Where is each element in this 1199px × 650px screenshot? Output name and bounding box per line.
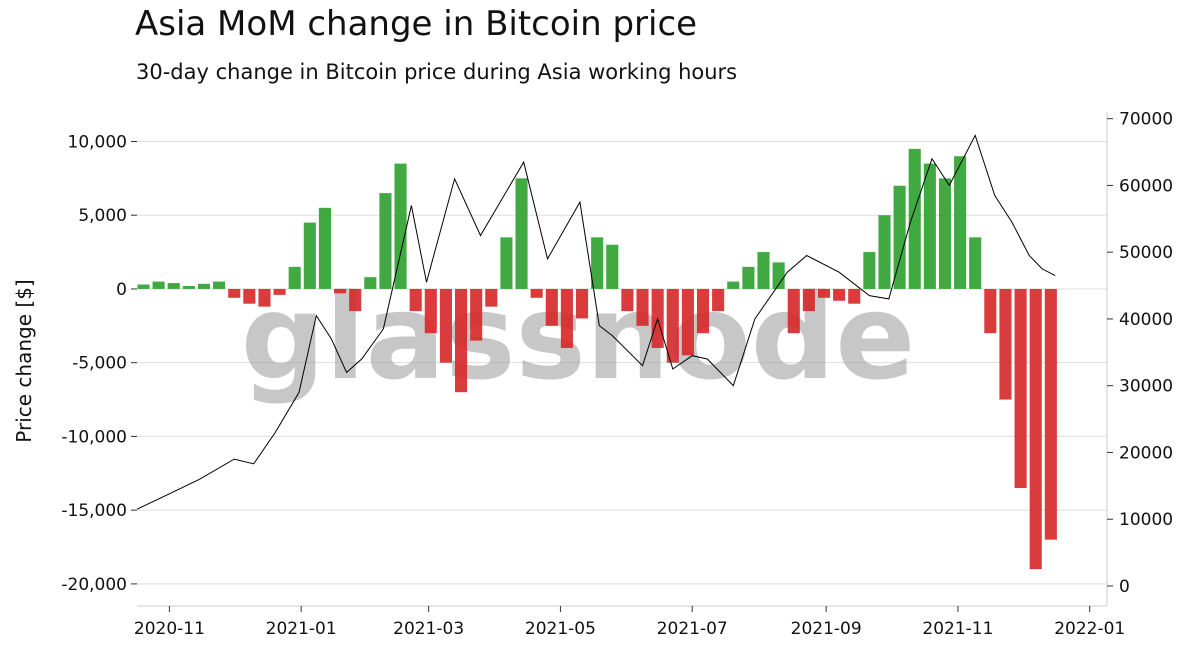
bar [243, 288, 256, 304]
right-tick-label: 40000 [1119, 310, 1173, 330]
bar [349, 288, 362, 312]
bar [727, 281, 740, 289]
bar [923, 163, 936, 289]
axis-frame [137, 112, 1108, 607]
x-axis-ticks: 2020-11 2021-01 2021-03 2021-05 2021-07 2021-… [134, 606, 1125, 639]
bar [213, 281, 226, 289]
bar [439, 288, 452, 363]
left-tick-label: -15,000 [61, 501, 127, 521]
bar [954, 156, 967, 289]
x-tick-label: 2021-11 [922, 619, 993, 639]
bar [500, 237, 513, 289]
bar [848, 288, 861, 304]
bar [938, 178, 952, 289]
bar [470, 288, 483, 341]
bars-group [137, 148, 1057, 570]
bar [999, 288, 1012, 400]
bar [545, 288, 558, 326]
bar [772, 262, 785, 289]
bar [787, 288, 800, 334]
right-tick-label: 30000 [1119, 377, 1173, 397]
bar [969, 237, 982, 289]
bar [1014, 288, 1027, 489]
bar [424, 288, 437, 334]
bar [409, 288, 422, 312]
bar [258, 288, 271, 307]
bar [182, 286, 195, 289]
bar [606, 244, 619, 289]
x-tick-label: 2021-03 [393, 619, 464, 639]
bar [696, 288, 710, 334]
bar [273, 288, 286, 295]
bar [666, 288, 679, 363]
left-tick-label: -10,000 [61, 427, 127, 447]
chart-title: Asia MoM change in Bitcoin price [135, 4, 698, 44]
left-tick-label: -20,000 [61, 575, 127, 595]
bar [515, 178, 528, 289]
bar [621, 288, 634, 312]
left-tick-label: -5,000 [72, 354, 127, 374]
left-axis-ticks: 10,000 5,000 0 -5,000 -10,000 -15,000 -20,000 [61, 132, 137, 595]
bar [485, 288, 498, 307]
bar [908, 148, 921, 289]
bar [712, 288, 725, 312]
bar [1029, 288, 1042, 570]
right-axis-ticks: 70000 60000 50000 40000 30000 20000 10000 0 [1107, 110, 1173, 597]
watermark: glassnode [241, 268, 916, 406]
bar [530, 288, 543, 298]
bar [984, 288, 997, 334]
y-axis-label: Price change [$] [12, 279, 36, 442]
x-tick-label: 2022-01 [1054, 619, 1125, 639]
right-tick-label: 0 [1119, 577, 1130, 597]
bar [379, 193, 392, 289]
bar [318, 207, 331, 289]
x-tick-label: 2021-09 [791, 619, 862, 639]
bar [455, 288, 468, 393]
left-tick-label: 0 [116, 280, 127, 300]
x-tick-label: 2021-05 [525, 619, 596, 639]
bar [197, 283, 211, 289]
bar [833, 288, 846, 301]
right-tick-label: 10000 [1119, 510, 1173, 530]
x-tick-label: 2021-01 [266, 619, 337, 639]
bar [636, 288, 649, 326]
bar [228, 288, 241, 298]
right-tick-label: 60000 [1119, 176, 1173, 196]
bar [575, 288, 589, 319]
right-tick-label: 70000 [1119, 110, 1173, 130]
bar [394, 163, 407, 289]
bar [878, 215, 891, 289]
bar [560, 288, 573, 348]
chart-subtitle: 30-day change in Bitcoin price during As… [136, 60, 738, 84]
left-tick-label: 10,000 [68, 132, 127, 152]
bar [757, 252, 770, 289]
bar [1044, 288, 1057, 540]
bar [742, 266, 755, 289]
bar [364, 277, 377, 289]
bar [893, 185, 906, 289]
bar [137, 284, 150, 289]
left-tick-label: 5,000 [78, 206, 127, 226]
price-line [136, 134, 1056, 510]
bar [334, 288, 347, 294]
x-tick-label: 2020-11 [134, 619, 205, 639]
bar [817, 288, 831, 298]
bar [863, 252, 876, 289]
right-tick-label: 20000 [1119, 443, 1173, 463]
bar [802, 288, 815, 312]
x-tick-label: 2021-07 [657, 619, 728, 639]
bar [681, 288, 694, 356]
bar [288, 266, 301, 289]
bar [167, 283, 180, 289]
bar [152, 281, 165, 289]
bar [591, 237, 604, 289]
bar [303, 222, 316, 289]
right-tick-label: 50000 [1119, 243, 1173, 263]
